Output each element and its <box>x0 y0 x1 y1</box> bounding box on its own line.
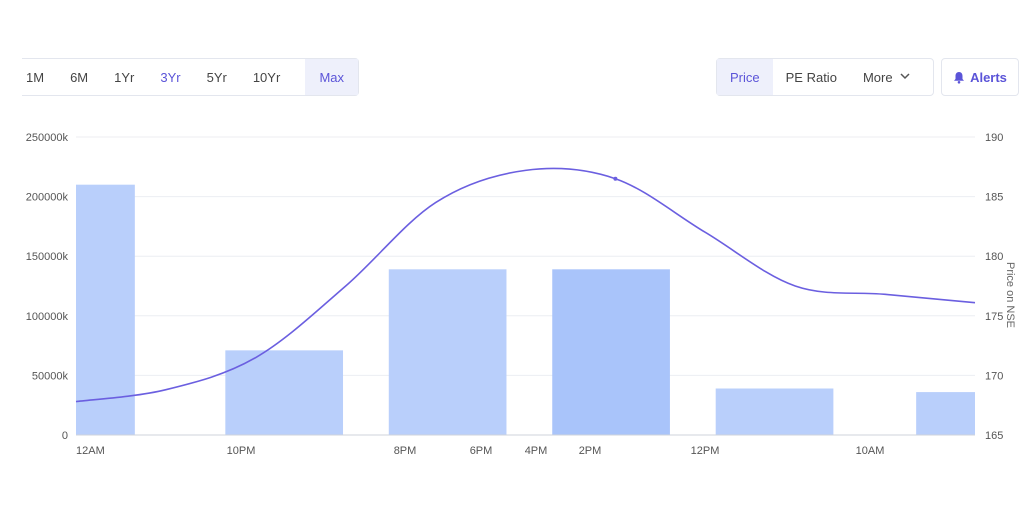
range-1yr-button[interactable]: 1Yr <box>114 69 135 85</box>
x-tick-label: 4PM <box>525 445 548 457</box>
x-tick-label: 10AM <box>856 445 885 457</box>
volume-bar[interactable] <box>916 392 975 435</box>
time-range-selector: 1M 6M 1Yr 3Yr 5Yr 10Yr Max <box>22 58 359 96</box>
price-line <box>75 167 976 403</box>
more-label: More <box>862 69 893 85</box>
volume-bars <box>76 184 975 435</box>
y-right-tick-label: 165 <box>985 430 1003 442</box>
range-6m-button[interactable]: 6M <box>70 69 89 85</box>
price-marker <box>613 176 618 181</box>
chevron-down-icon <box>900 72 910 83</box>
range-3yr-button[interactable]: 3Yr <box>160 69 181 85</box>
bell-icon <box>953 71 965 84</box>
volume-bar[interactable] <box>552 269 670 435</box>
x-axis-ticks: 12AM 10PM 8PM 6PM 4PM 2PM 12PM 10AM <box>76 445 884 457</box>
y-right-tick-label: 180 <box>985 251 1003 263</box>
y-right-tick-label: 170 <box>985 370 1003 382</box>
x-tick-label: 12AM <box>76 445 105 457</box>
y-left-tick-label: 150000k <box>26 251 69 263</box>
x-tick-label: 12PM <box>691 445 720 457</box>
range-5yr-button[interactable]: 5Yr <box>206 69 227 85</box>
y-axis-left: 0 50000k 100000k 150000k 200000k 250000k <box>26 132 69 442</box>
volume-bar[interactable] <box>715 388 834 435</box>
y-left-tick-label: 50000k <box>32 370 69 382</box>
volume-bar[interactable] <box>388 269 507 435</box>
chart-grid <box>76 136 975 376</box>
y-left-tick-label: 0 <box>62 430 68 442</box>
range-max-button[interactable]: Max <box>305 59 358 95</box>
y-left-tick-label: 200000k <box>26 192 69 204</box>
y-right-tick-label: 190 <box>985 132 1003 144</box>
volume-bar[interactable] <box>225 350 344 435</box>
pe-ratio-tab[interactable]: PE Ratio <box>785 69 837 85</box>
range-10yr-button[interactable]: 10Yr <box>252 69 281 85</box>
x-tick-label: 6PM <box>470 445 493 457</box>
y-right-tick-label: 175 <box>985 311 1003 323</box>
volume-bar[interactable] <box>76 184 135 435</box>
range-1m-button[interactable]: 1M <box>26 69 45 85</box>
y-axis-right: 165 170 175 180 185 190 <box>985 132 1003 442</box>
price-tab[interactable]: Price <box>717 59 773 95</box>
x-tick-label: 10PM <box>227 445 256 457</box>
y-right-tick-label: 185 <box>985 192 1003 204</box>
x-tick-label: 2PM <box>579 445 602 457</box>
y-left-tick-label: 250000k <box>26 132 69 144</box>
y-left-tick-label: 100000k <box>26 311 69 323</box>
x-tick-label: 8PM <box>394 445 417 457</box>
y-axis-right-label: Price on NSE <box>1004 262 1016 328</box>
alerts-button[interactable]: Alerts <box>941 58 1019 96</box>
more-dropdown[interactable]: More <box>850 59 923 95</box>
metric-selector: Price PE Ratio More <box>716 58 934 96</box>
alerts-label: Alerts <box>970 69 1007 85</box>
